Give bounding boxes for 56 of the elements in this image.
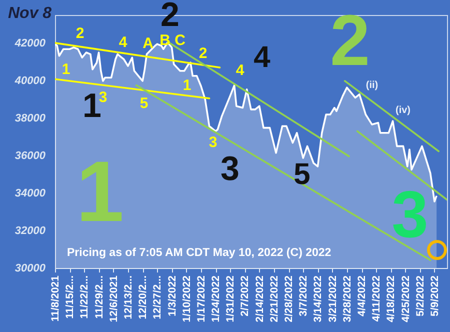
- annotation: Pricing as of 7:05 AM CDT May 10, 2022 (C) 2022: [67, 247, 332, 259]
- x-tick-label: 1/3/2022: [166, 275, 178, 316]
- annotation: C: [174, 32, 186, 49]
- annotation: 4: [118, 34, 128, 51]
- x-tick-label: 12/13/2...: [122, 275, 134, 320]
- annotation: 3: [220, 150, 240, 188]
- x-tick-label: 1/10/2022: [180, 275, 193, 322]
- x-tick-label: 11/8/2021: [50, 275, 62, 322]
- x-tick-label: 4/4/2022: [356, 275, 368, 316]
- annotation: A: [142, 35, 154, 52]
- annotation: 1: [62, 61, 70, 78]
- x-tick-label: 1/31/2022: [224, 275, 237, 322]
- y-tick-label: 42000: [14, 38, 46, 50]
- annotation: 2: [330, 1, 370, 81]
- annotation: (ii): [366, 80, 378, 91]
- y-tick-label: 36000: [14, 150, 46, 162]
- chart-title: Nov 8: [8, 5, 52, 22]
- x-tick-label: 12/20/2...: [137, 275, 150, 320]
- annotation: 4: [254, 41, 271, 74]
- x-tick-label: 12/6/2021: [108, 275, 120, 322]
- y-tick-label: 32000: [14, 225, 46, 238]
- x-tick-label: 2/7/2022: [239, 275, 252, 316]
- annotation: 3: [392, 177, 428, 251]
- x-tick-label: 4/18/2022: [385, 275, 398, 322]
- annotation: 2: [76, 25, 84, 42]
- x-tick-label: 2/14/2022: [254, 275, 266, 322]
- x-tick-label: 3/14/2022: [312, 275, 324, 322]
- x-tick-label: 11/29/2...: [93, 275, 106, 319]
- x-tick-label: 5/2/2022: [414, 275, 426, 316]
- annotation: 5: [140, 95, 148, 112]
- annotation: (iv): [396, 105, 410, 116]
- x-tick-label: 4/25/2022: [400, 275, 412, 322]
- annotation: B: [160, 32, 171, 49]
- x-tick-label: 2/21/2022: [268, 275, 280, 322]
- y-tick-label: 38000: [14, 112, 46, 125]
- y-tick-label: 40000: [14, 75, 46, 88]
- x-tick-label: 3/7/2022: [298, 275, 310, 316]
- y-tick-label: 34000: [14, 188, 46, 200]
- x-tick-label: 5/9/2022: [428, 275, 441, 316]
- x-tick-label: 4/11/2022: [370, 275, 383, 322]
- x-tick-label: 2/28/2022: [283, 275, 296, 322]
- y-tick-label: 30000: [14, 262, 46, 274]
- x-tick-label: 3/28/2022: [341, 275, 354, 322]
- annotation: 4: [236, 62, 245, 79]
- x-tick-label: 11/22/2...: [78, 275, 91, 319]
- x-tick-label: 1/17/2022: [195, 275, 208, 322]
- x-tick-label: 1/24/2022: [210, 275, 222, 322]
- x-tick-label: 11/15/2...: [64, 275, 76, 319]
- annotation: 5: [294, 158, 310, 191]
- annotation: 1: [182, 77, 192, 94]
- annotation: 2: [198, 45, 208, 62]
- annotation: 3: [98, 89, 108, 106]
- annotation: 1: [76, 144, 124, 240]
- x-tick-label: 3/21/2022: [326, 275, 339, 322]
- x-tick-label: 12/27/2...: [152, 275, 164, 320]
- annotation: 3: [208, 134, 218, 151]
